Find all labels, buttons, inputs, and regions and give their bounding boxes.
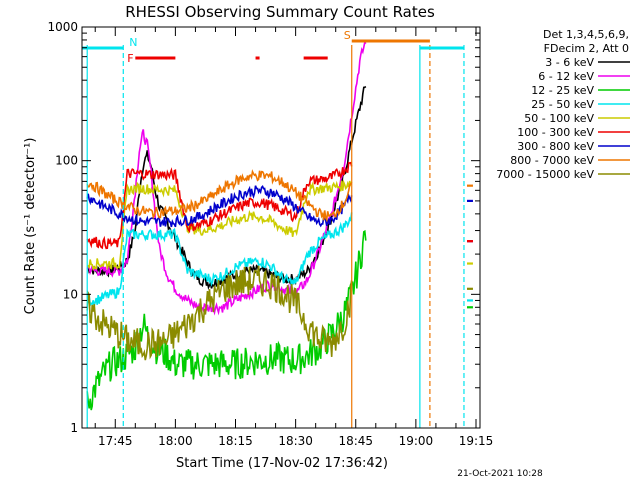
legend-header-line: FDecim 2, Att 0 — [544, 42, 629, 55]
y-tick-label: 100 — [55, 154, 78, 168]
legend-label-50-100-kev: 50 - 100 keV — [524, 112, 594, 125]
x-tick-label: 18:45 — [338, 434, 373, 448]
chart-title: RHESSI Observing Summary Count Rates — [125, 3, 435, 21]
legend-label-12-25-kev: 12 - 25 keV — [531, 84, 594, 97]
x-tick-label: 19:00 — [399, 434, 434, 448]
series-line-100-300-kev — [86, 161, 353, 250]
legend-label-300-800-kev: 300 - 800 keV — [517, 140, 594, 153]
legend-label-800-7000-kev: 800 - 7000 keV — [510, 154, 594, 167]
series-line-300-800-kev — [86, 185, 353, 228]
plot-area: NF S — [82, 29, 473, 428]
series-line-800-7000-kev — [86, 169, 353, 223]
series-line-6-12-kev — [86, 40, 367, 316]
flag-label-f: F — [127, 52, 133, 65]
y-tick-label: 1 — [70, 421, 78, 435]
legend-label-25-50-kev: 25 - 50 keV — [531, 98, 594, 111]
generation-timestamp: 21-Oct-2021 10:28 — [457, 469, 543, 479]
legend-label-7000-15000-kev: 7000 - 15000 keV — [496, 168, 594, 181]
x-tick-label: 18:15 — [218, 434, 253, 448]
flag-label-n: N — [129, 36, 137, 49]
axes: 1 10 100 1000 17:45 18:00 18:15 18:30 18:45 19:00… — [47, 20, 493, 448]
flag-label-s: S — [344, 29, 351, 42]
y-tick-label: 1000 — [47, 20, 78, 34]
x-tick-label: 19:15 — [459, 434, 494, 448]
series-line-50-100-kev — [86, 179, 353, 272]
legend-header-line: Det 1,3,4,5,6,9, — [543, 28, 629, 41]
series-line-7000-15000-kev — [86, 265, 353, 361]
x-tick-label: 18:30 — [278, 434, 313, 448]
legend-label-3-6-kev: 3 - 6 keV — [545, 56, 594, 69]
y-axis-label: Count Rate (s⁻¹ detector⁻¹) — [23, 138, 38, 315]
y-tick-label: 10 — [63, 287, 78, 301]
series-line-25-50-kev — [86, 212, 353, 308]
legend-label-100-300-kev: 100 - 300 keV — [517, 126, 594, 139]
legend-label-6-12-kev: 6 - 12 keV — [538, 70, 594, 83]
x-tick-label: 18:00 — [158, 434, 193, 448]
legend: Det 1,3,4,5,6,9,FDecim 2, Att 03 - 6 keV… — [496, 28, 630, 181]
plot-frame — [81, 26, 481, 429]
x-axis-label: Start Time (17-Nov-02 17:36:42) — [176, 456, 388, 471]
x-tick-label: 17:45 — [98, 434, 133, 448]
